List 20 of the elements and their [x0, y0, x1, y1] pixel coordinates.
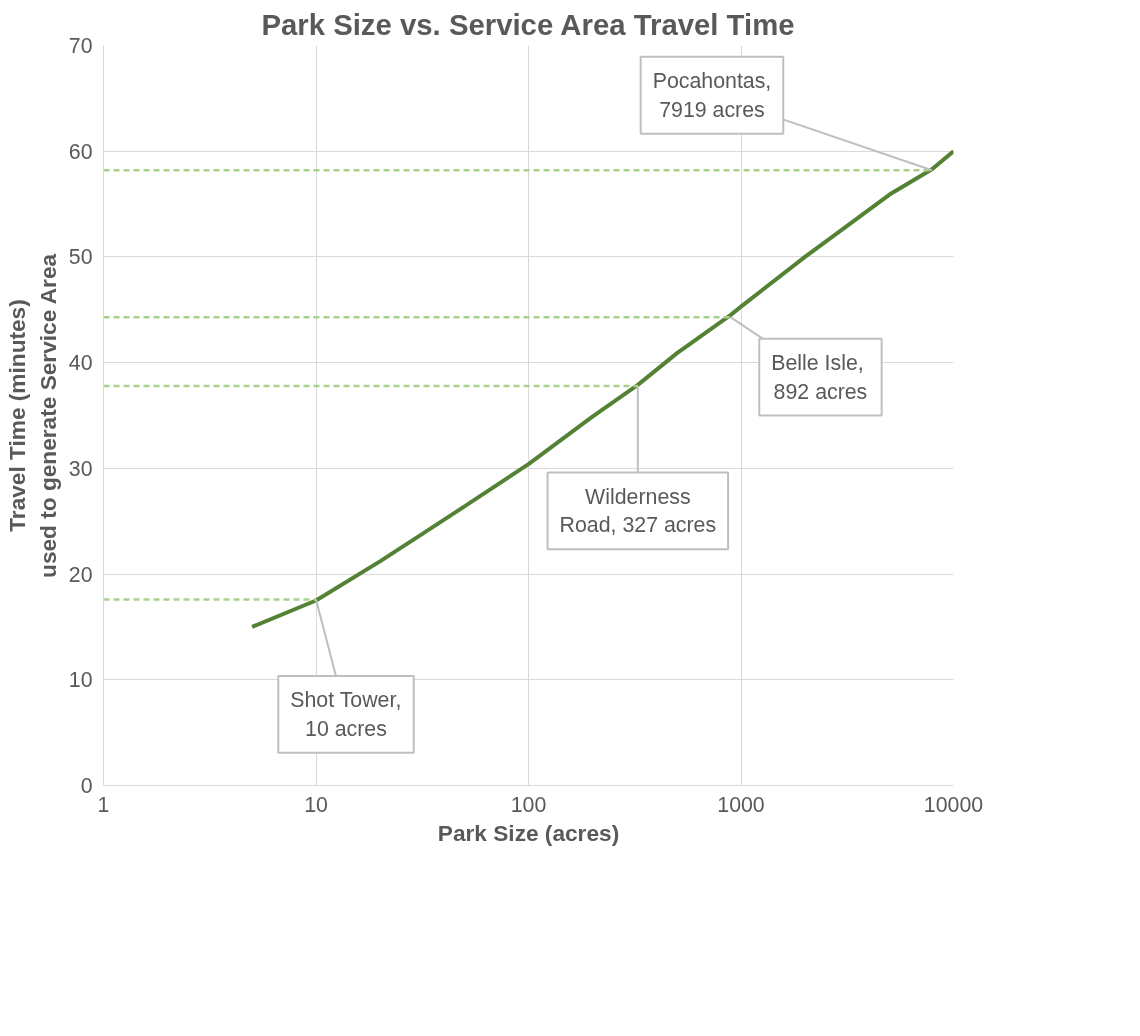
y-tick-label: 40 — [68, 351, 93, 376]
x-tick-label: 100 — [510, 792, 547, 817]
annotation: Wilderness Road, 327 acres — [559, 484, 717, 538]
x-axis-title: Park Size (acres) — [437, 819, 620, 846]
y-tick-label: 60 — [68, 139, 93, 164]
annotation: Pocahontas, 7919 acres — [652, 68, 772, 122]
annotation: Belle Isle, 892 acres — [771, 350, 868, 404]
y-axis-title: Travel Time (minutes) used to generate Service Area — [3, 253, 61, 578]
y-tick-label: 10 — [68, 668, 93, 693]
chart-title: Park Size vs. Service Area Travel Time — [261, 7, 795, 41]
y-tick-label: 50 — [68, 245, 93, 270]
y-tick-label: 20 — [68, 562, 93, 587]
y-tick-label: 70 — [68, 34, 93, 58]
x-tick-label: 10000 — [923, 792, 984, 817]
y-tick-label: 0 — [80, 774, 93, 798]
x-tick-label: 1 — [97, 792, 110, 817]
x-tick-label: 10 — [304, 792, 328, 817]
annotation: Shot Tower, 10 acres — [290, 688, 402, 741]
x-tick-label: 1000 — [717, 792, 765, 817]
y-tick-label: 30 — [68, 456, 93, 481]
